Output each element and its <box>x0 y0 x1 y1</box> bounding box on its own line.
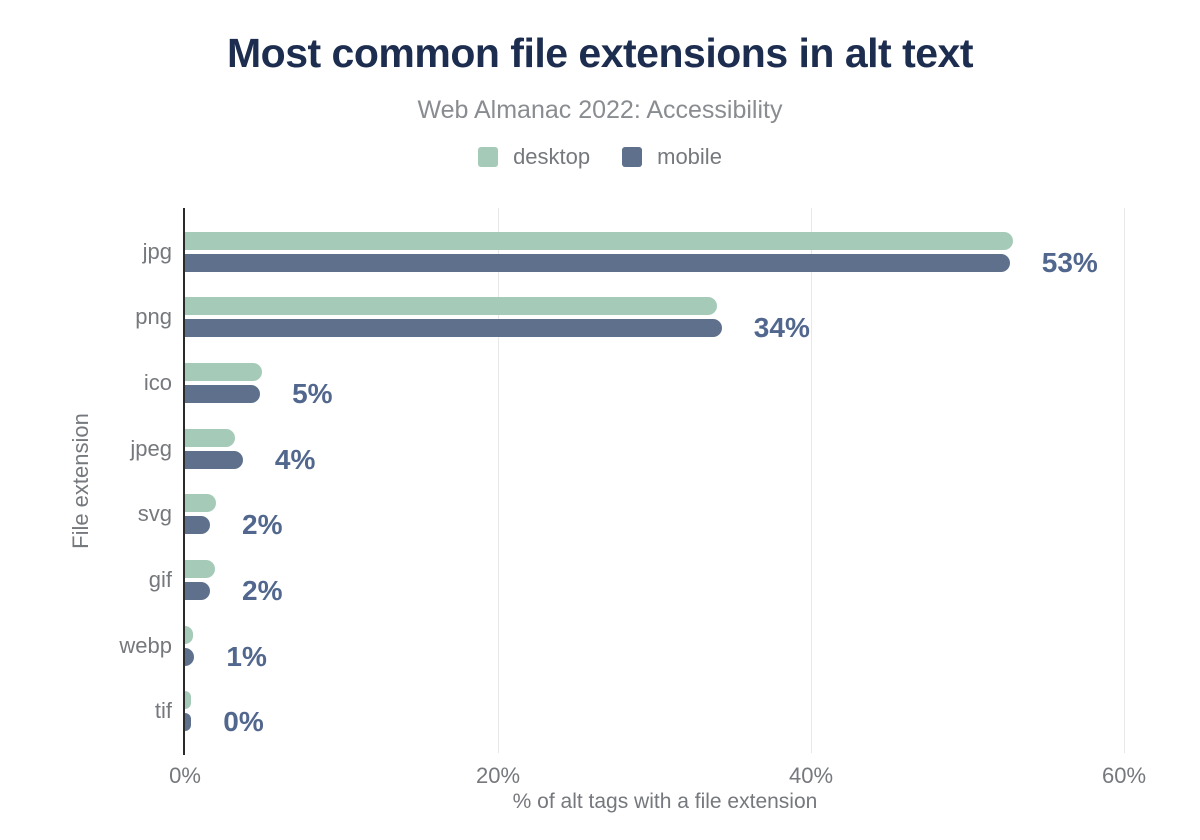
x-tick-label-40%: 40% <box>788 763 834 788</box>
category-label-png: png <box>135 304 172 330</box>
bar-mobile-svg <box>185 516 211 535</box>
chart-title: Most common file extensions in alt text <box>227 30 973 76</box>
chart-subtitle: Web Almanac 2022: Accessibility <box>417 96 783 124</box>
legend-label-desktop: desktop <box>513 144 591 169</box>
bar-desktop-jpeg <box>185 428 236 447</box>
legend-swatch-desktop <box>478 147 499 167</box>
value-label-ico: 5% <box>292 378 333 410</box>
bar-pair-row-tif: 0% <box>185 678 1145 744</box>
category-label-webp: webp <box>119 632 172 658</box>
y-axis-line <box>183 208 185 755</box>
legend-item-desktop: desktop <box>478 146 590 168</box>
bar-pair-row-ico: 5% <box>185 350 1145 416</box>
category-label-gif: gif <box>148 566 172 592</box>
bar-mobile-line-jpg: 53% <box>185 248 1145 276</box>
bar-desktop-jpg <box>185 231 1013 250</box>
bar-mobile-line-svg: 2% <box>185 511 1145 539</box>
bar-desktop-gif <box>185 559 215 578</box>
bar-mobile-webp <box>185 647 195 666</box>
x-axis-title: % of alt tags with a file extension <box>512 790 818 813</box>
bar-mobile-line-ico: 5% <box>185 380 1145 408</box>
value-label-jpeg: 4% <box>274 443 316 475</box>
bar-pair-row-svg: 2% <box>185 482 1145 548</box>
x-axis-tick-labels: 0% 20% 40% 60% <box>169 763 1147 789</box>
category-label-ico: ico <box>143 370 172 396</box>
category-label-svg: svg <box>137 501 172 527</box>
y-axis-category-labels: jpg png ico jpeg svg gif webp tif <box>0 219 172 744</box>
legend-label-mobile: mobile <box>657 144 722 169</box>
bar-mobile-jpg <box>185 253 1010 272</box>
category-label-jpg: jpg <box>142 238 172 264</box>
value-label-tif: 0% <box>223 706 264 738</box>
legend-swatch-mobile <box>622 147 643 167</box>
plot-area: 53% 34% 5% 4% 2% 2% 1% 0% <box>183 208 1145 755</box>
bar-pair-row-png: 34% <box>185 285 1145 351</box>
x-tick-label-0%: 0% <box>169 763 201 788</box>
bar-desktop-webp <box>185 625 193 644</box>
legend-item-mobile: mobile <box>622 146 722 168</box>
value-label-gif: 2% <box>242 574 283 606</box>
gridline-20% <box>498 208 499 753</box>
value-label-svg: 2% <box>242 509 283 541</box>
x-tick-label-20%: 20% <box>475 763 521 788</box>
bar-mobile-line-tif: 0% <box>185 708 1145 736</box>
category-label-jpeg: jpeg <box>130 435 172 461</box>
legend: desktop mobile <box>0 146 1200 168</box>
bar-rows: 53% 34% 5% 4% 2% 2% 1% 0% <box>185 219 1145 744</box>
bar-mobile-png <box>185 319 722 338</box>
bar-mobile-tif <box>185 713 192 732</box>
bar-desktop-png <box>185 297 718 316</box>
gridline-60% <box>1124 208 1126 753</box>
bar-mobile-line-gif: 2% <box>185 576 1145 604</box>
bar-desktop-svg <box>185 494 217 513</box>
value-label-jpg: 53% <box>1041 246 1098 278</box>
category-label-tif: tif <box>154 698 172 724</box>
bar-pair-row-jpg: 53% <box>185 219 1145 285</box>
bar-desktop-ico <box>185 363 262 382</box>
bar-mobile-jpeg <box>185 450 243 469</box>
bar-mobile-line-webp: 1% <box>185 642 1145 670</box>
bar-desktop-tif <box>185 691 192 710</box>
bar-mobile-gif <box>185 581 211 600</box>
value-label-webp: 1% <box>226 640 267 672</box>
bar-mobile-line-png: 34% <box>185 314 1145 342</box>
bar-mobile-line-jpeg: 4% <box>185 445 1145 473</box>
gridline-40% <box>811 208 813 753</box>
value-label-png: 34% <box>753 312 810 344</box>
bar-mobile-ico <box>185 385 261 404</box>
bar-pair-row-webp: 1% <box>185 613 1145 679</box>
bar-pair-row-jpeg: 4% <box>185 416 1145 482</box>
bar-pair-row-gif: 2% <box>185 547 1145 613</box>
x-tick-label-60%: 60% <box>1101 763 1147 788</box>
